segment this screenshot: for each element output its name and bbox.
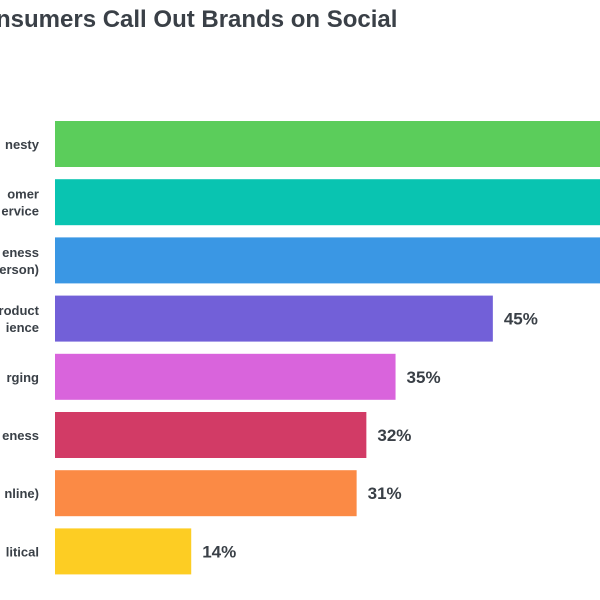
category-label: nline) (4, 486, 39, 501)
bar-1 (55, 179, 600, 226)
category-label: litical (6, 544, 39, 559)
value-label: 35% (407, 368, 441, 387)
bar-3 (55, 295, 493, 342)
value-label: 31% (368, 484, 402, 503)
value-label: 14% (202, 542, 236, 561)
bar-0 (55, 121, 600, 167)
bar-7 (55, 528, 192, 575)
category-label: omer ervice (1, 187, 39, 219)
category-label: rging (7, 370, 40, 385)
bar-5 (55, 412, 367, 458)
bar-2 (55, 237, 600, 284)
category-label: eness erson) (0, 245, 39, 277)
category-label: nesty (5, 137, 40, 152)
bar-4 (55, 353, 396, 400)
category-label: eness (2, 428, 39, 443)
bar-6 (55, 470, 357, 517)
chart-title: nsumers Call Out Brands on Social (0, 6, 398, 33)
value-label: 45% (504, 310, 538, 329)
value-label: 32% (377, 426, 411, 445)
category-label: roduct ience (0, 303, 40, 335)
